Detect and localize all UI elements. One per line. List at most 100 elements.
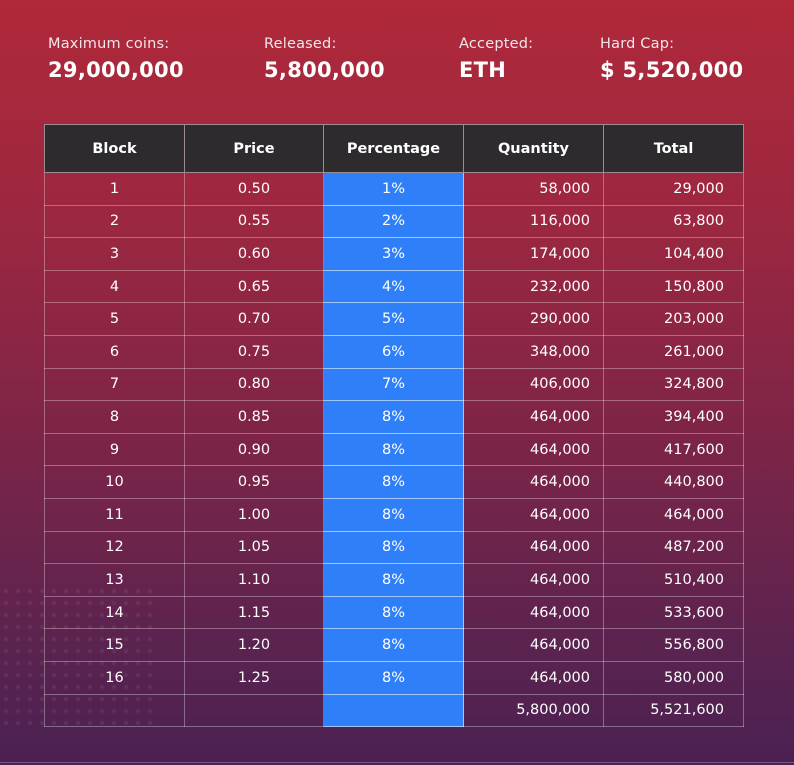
cell-total: 29,000 [603,172,744,206]
cell-quantity: 348,000 [463,334,604,369]
stat-accepted: Accepted: ETH [459,36,533,82]
cell-percentage: 8% [323,595,464,630]
cell-price: 0.75 [184,334,324,369]
cell-total: 203,000 [603,302,744,336]
cell-percentage: 3% [323,237,464,271]
total-total: 5,521,600 [603,693,744,728]
cell-block: 12 [44,530,185,565]
cell-percentage: 8% [323,465,464,499]
header-price: Price [184,124,324,173]
cell-block: 8 [44,400,185,434]
divider [0,762,794,763]
cell-percentage: 8% [323,530,464,565]
table-row: 12 1.05 8% 464,000 487,200 [44,530,744,565]
stat-label: Released: [264,36,337,52]
cell-block: 6 [44,334,185,369]
total-price [184,693,324,728]
table-row: 9 0.90 8% 464,000 417,600 [44,432,744,467]
cell-quantity: 464,000 [463,595,604,630]
table-row: 3 0.60 3% 174,000 104,400 [44,237,744,271]
table-row: 7 0.80 7% 406,000 324,800 [44,367,744,402]
cell-total: 261,000 [603,334,744,369]
cell-percentage: 8% [323,497,464,532]
cell-quantity: 464,000 [463,400,604,434]
cell-block: 3 [44,237,185,271]
cell-total: 394,400 [603,400,744,434]
stat-value: ETH [459,58,507,82]
cell-price: 0.65 [184,269,324,304]
cell-quantity: 464,000 [463,563,604,597]
cell-block: 10 [44,465,185,499]
header-total: Total [603,124,744,173]
table-row: 14 1.15 8% 464,000 533,600 [44,595,744,630]
cell-block: 2 [44,204,185,239]
cell-quantity: 464,000 [463,660,604,695]
cell-block: 7 [44,367,185,402]
cell-quantity: 290,000 [463,302,604,336]
table-row: 8 0.85 8% 464,000 394,400 [44,400,744,434]
stat-hard-cap: Hard Cap: $ 5,520,000 [600,36,743,82]
table-row: 6 0.75 6% 348,000 261,000 [44,334,744,369]
cell-quantity: 464,000 [463,530,604,565]
totals-row: 5,800,000 5,521,600 [44,693,744,728]
cell-quantity: 464,000 [463,628,604,662]
cell-block: 5 [44,302,185,336]
cell-block: 9 [44,432,185,467]
stat-value: 5,800,000 [264,58,385,82]
cell-quantity: 464,000 [463,432,604,467]
cell-price: 0.90 [184,432,324,467]
header-quantity: Quantity [463,124,604,173]
stat-label: Accepted: [459,36,534,52]
cell-percentage: 8% [323,660,464,695]
cell-price: 1.20 [184,628,324,662]
stat-value: 29,000,000 [48,58,184,82]
cell-price: 1.05 [184,530,324,565]
table-row: 5 0.70 5% 290,000 203,000 [44,302,744,336]
cell-price: 0.85 [184,400,324,434]
cell-total: 150,800 [603,269,744,304]
cell-price: 0.60 [184,237,324,271]
cell-block: 15 [44,628,185,662]
header-block: Block [44,124,185,173]
cell-quantity: 116,000 [463,204,604,239]
cell-block: 4 [44,269,185,304]
cell-percentage: 8% [323,628,464,662]
cell-price: 0.80 [184,367,324,402]
stat-label: Maximum coins: [48,36,170,52]
table-row: 16 1.25 8% 464,000 580,000 [44,660,744,695]
cell-percentage: 8% [323,400,464,434]
cell-total: 440,800 [603,465,744,499]
stat-released: Released: 5,800,000 [264,36,385,82]
cell-price: 0.70 [184,302,324,336]
cell-percentage: 8% [323,432,464,467]
table-row: 11 1.00 8% 464,000 464,000 [44,497,744,532]
stat-value: $ 5,520,000 [600,58,744,82]
cell-price: 0.55 [184,204,324,239]
cell-total: 533,600 [603,595,744,630]
cell-quantity: 58,000 [463,172,604,206]
cell-quantity: 464,000 [463,497,604,532]
cell-percentage: 4% [323,269,464,304]
cell-block: 16 [44,660,185,695]
cell-total: 556,800 [603,628,744,662]
total-quantity: 5,800,000 [463,693,604,728]
cell-percentage: 7% [323,367,464,402]
cell-total: 510,400 [603,563,744,597]
cell-block: 11 [44,497,185,532]
stat-label: Hard Cap: [600,36,675,52]
cell-percentage: 5% [323,302,464,336]
cell-percentage: 2% [323,204,464,239]
cell-block: 13 [44,563,185,597]
table-row: 1 0.50 1% 58,000 29,000 [44,172,744,206]
cell-block: 14 [44,595,185,630]
cell-total: 104,400 [603,237,744,271]
cell-total: 580,000 [603,660,744,695]
cell-price: 1.10 [184,563,324,597]
cell-total: 63,800 [603,204,744,239]
table-row: 10 0.95 8% 464,000 440,800 [44,465,744,499]
cell-quantity: 406,000 [463,367,604,402]
cell-price: 1.00 [184,497,324,532]
table-row: 15 1.20 8% 464,000 556,800 [44,628,744,662]
cell-total: 417,600 [603,432,744,467]
